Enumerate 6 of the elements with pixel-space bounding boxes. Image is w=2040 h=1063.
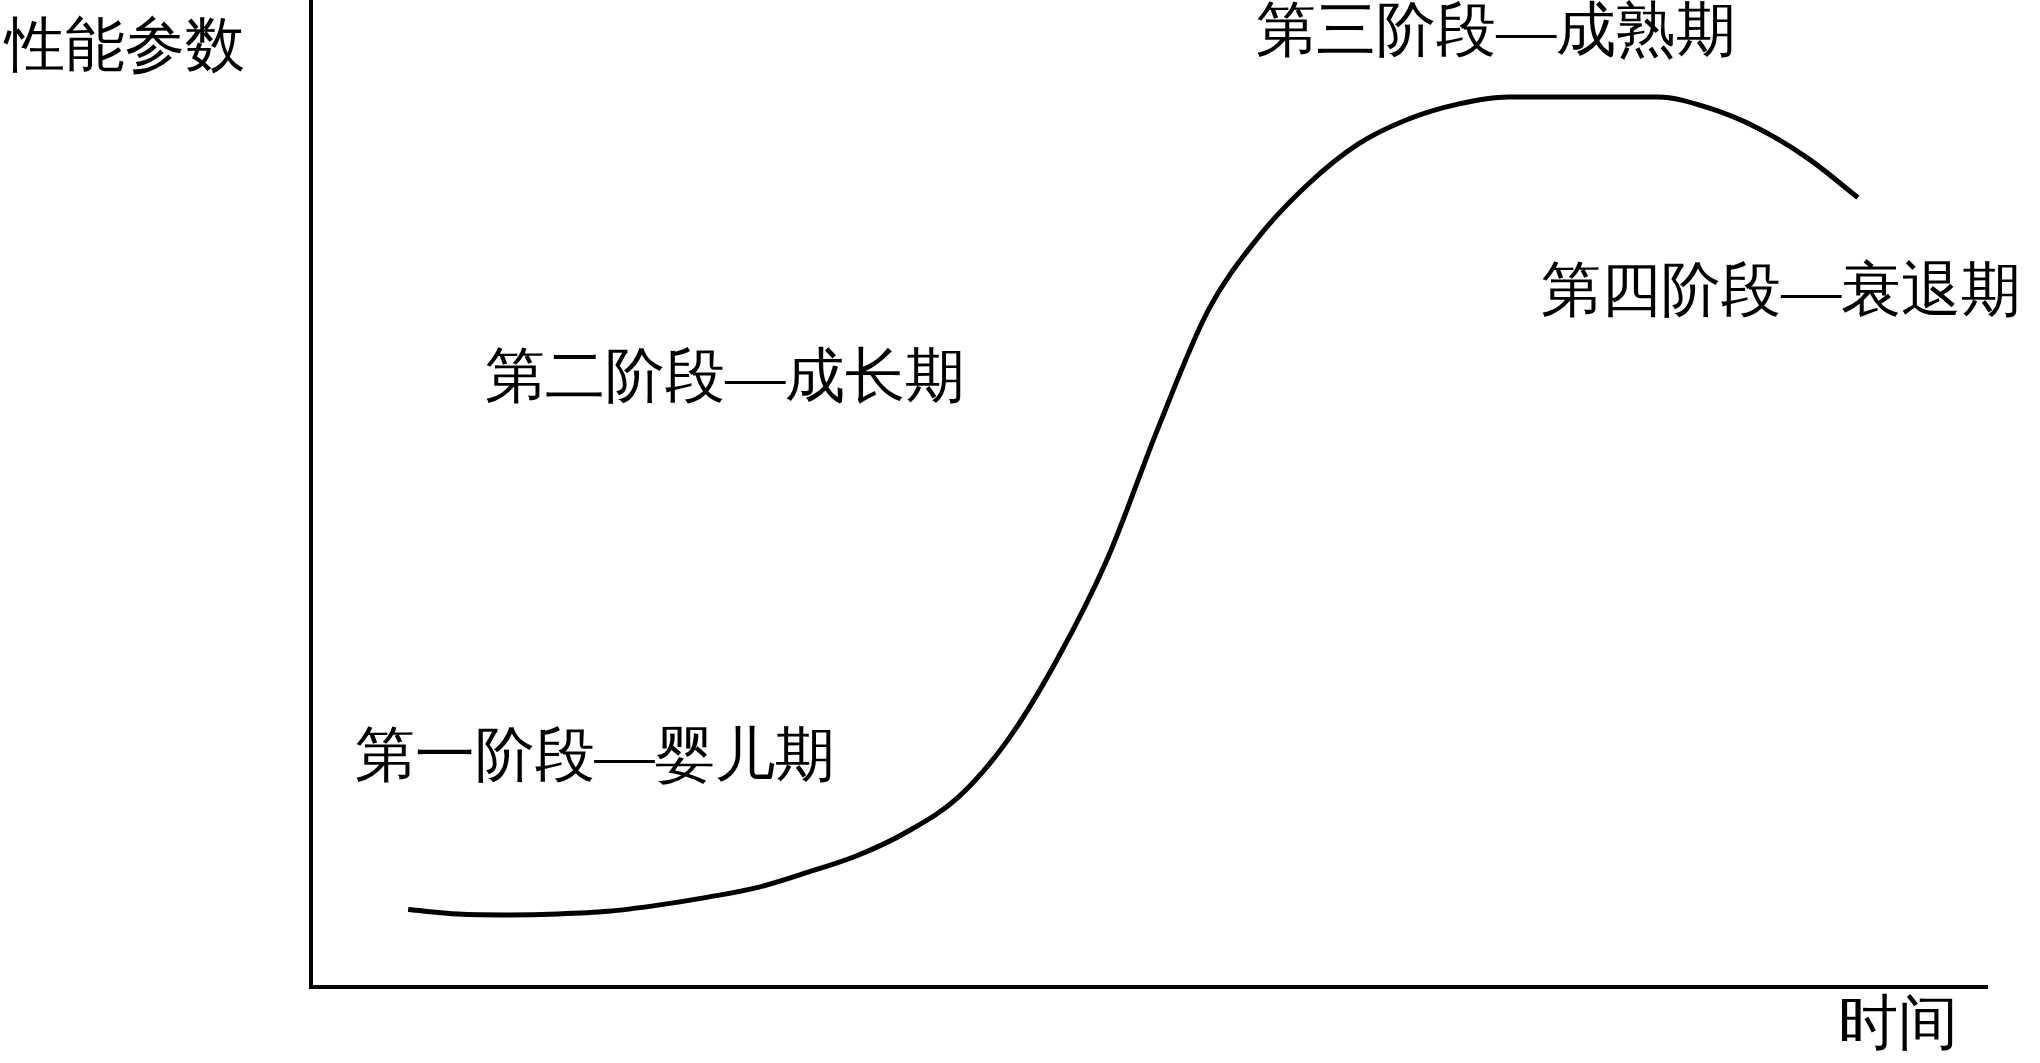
annotation: 第四阶段—衰退期 <box>1541 256 2022 323</box>
x-axis-title: 时间 <box>1838 989 1958 1056</box>
annotation: 第二阶段—成长期 <box>485 342 966 409</box>
y-axis-title: 性能参数 <box>3 11 245 78</box>
text: 第三阶段—成熟期 <box>1256 0 1737 64</box>
annotation: 第一阶段—婴儿期 <box>354 721 835 788</box>
